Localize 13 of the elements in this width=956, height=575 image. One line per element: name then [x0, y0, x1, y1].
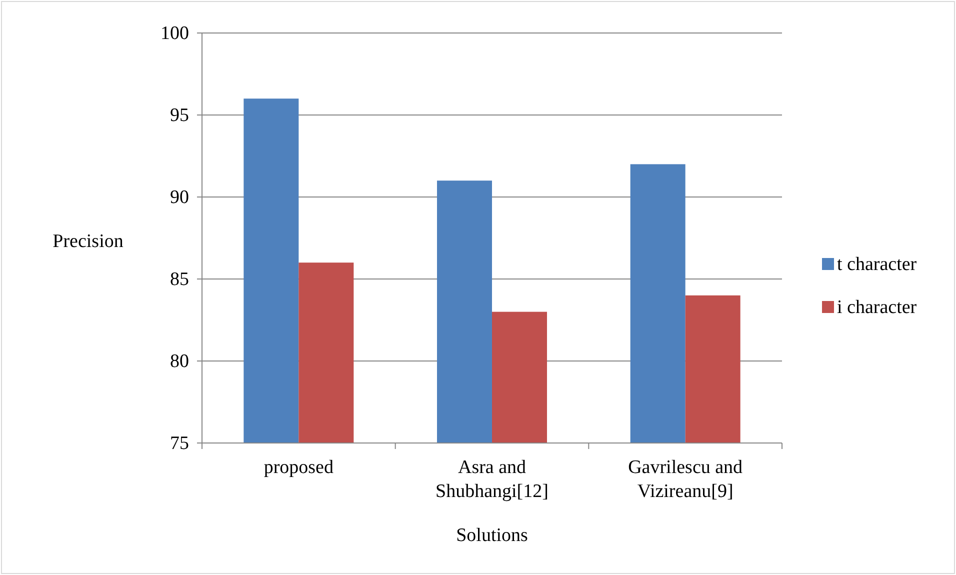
x-tick-label: Asra and Shubhangi[12] [436, 457, 548, 502]
y-tick-label: 90 [170, 187, 189, 208]
y-tick-label: 85 [170, 269, 189, 290]
x-tick-label: Gavrilescu and Vizireanu[9] [628, 457, 744, 502]
y-tick-label: 100 [160, 23, 189, 44]
y-axis-title: Precision [52, 231, 124, 252]
y-tick-label: 75 [170, 433, 189, 454]
x-axis-title: Solutions [456, 525, 528, 546]
x-tick-label: proposed [264, 457, 334, 478]
y-tick-label: 95 [170, 105, 189, 126]
legend-label: i character [837, 297, 918, 318]
y-tick-label: 80 [170, 351, 189, 372]
legend-label: t character [837, 254, 918, 275]
